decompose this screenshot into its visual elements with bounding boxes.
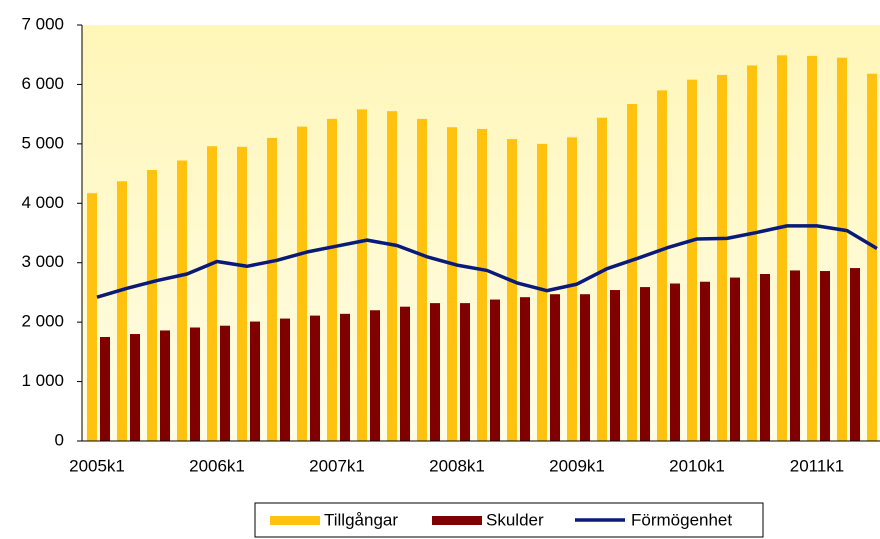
bar [760, 274, 770, 441]
bar [567, 137, 577, 441]
y-tick-label: 6 000 [21, 74, 64, 93]
bar [130, 334, 140, 441]
bar [580, 294, 590, 441]
bar [790, 270, 800, 441]
bar [220, 325, 230, 441]
bar [387, 111, 397, 442]
legend-swatch [270, 516, 320, 525]
bar [460, 303, 470, 441]
bar [297, 126, 307, 441]
bar [327, 118, 337, 441]
bar [700, 281, 710, 441]
legend-label: Skulder [486, 510, 544, 529]
bar [117, 181, 127, 441]
bar [520, 297, 530, 441]
bar [537, 143, 547, 441]
bar [490, 299, 500, 441]
x-tick-label: 2007k1 [309, 456, 365, 475]
bar [597, 117, 607, 442]
bar [177, 160, 187, 442]
bar [717, 74, 727, 442]
bar [280, 318, 290, 441]
bar [837, 57, 847, 441]
bar [267, 137, 277, 441]
x-tick-label: 2009k1 [549, 456, 605, 475]
x-tick-label: 2011k1 [790, 456, 845, 475]
line [96, 224, 878, 299]
legend-label: Förmögenhet [631, 510, 732, 529]
bar [357, 109, 367, 441]
bar [777, 55, 787, 442]
bar [207, 146, 217, 441]
bar [550, 294, 560, 441]
bar [310, 315, 320, 441]
x-tick-label: 2005k1 [69, 456, 125, 475]
bar [807, 55, 817, 441]
bar [340, 313, 350, 441]
legend-box [254, 502, 764, 538]
y-tick-label: 1 000 [21, 371, 64, 390]
bar [507, 139, 517, 442]
x-tick-label: 2006k1 [189, 456, 245, 475]
bar [250, 321, 260, 441]
bar [237, 146, 247, 442]
bar [370, 310, 380, 441]
x-tick-label: 2010k1 [669, 456, 725, 475]
bar [850, 268, 860, 441]
y-tick-label: 2 000 [21, 312, 64, 331]
legend-swatch [432, 516, 482, 525]
bar [447, 127, 457, 442]
bar [160, 330, 170, 441]
bar [430, 303, 440, 441]
legend-label: Tillgångar [324, 510, 398, 529]
y-tick-label: 5 000 [21, 133, 64, 152]
bar [87, 193, 97, 441]
bar [820, 271, 830, 441]
y-tick-label: 4 000 [21, 193, 64, 212]
y-tick-label: 0 [55, 430, 64, 449]
bar [867, 73, 877, 441]
y-tick-label: 7 000 [21, 14, 64, 33]
bar [730, 277, 740, 441]
bar [417, 118, 427, 441]
bar [687, 79, 697, 441]
bar [640, 287, 650, 441]
bar [400, 306, 410, 441]
bar [190, 327, 200, 441]
x-tick-label: 2008k1 [429, 456, 485, 475]
bar [610, 290, 620, 441]
bar [477, 129, 487, 441]
bar [627, 104, 637, 441]
bar [100, 337, 110, 441]
bar [657, 90, 667, 441]
bar [670, 283, 680, 441]
bar [747, 65, 757, 441]
bar [147, 170, 157, 441]
y-tick-label: 3 000 [21, 252, 64, 271]
